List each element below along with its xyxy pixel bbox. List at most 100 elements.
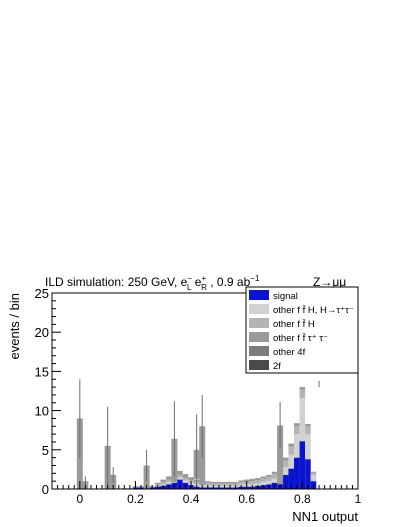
bar-signal-37 bbox=[282, 474, 289, 489]
y-tick-label-4: 20 bbox=[35, 325, 49, 340]
bar-fH-41 bbox=[305, 426, 311, 435]
bar-fH_tautau-19 bbox=[182, 480, 189, 483]
x-tick-label-0: 0 bbox=[76, 492, 83, 506]
legend-swatch-other4f bbox=[249, 346, 269, 356]
y-axis-label: events / bin bbox=[7, 293, 22, 360]
chart-title: ILD simulation: 250 GeV, e− L e+ R , 0.9 a… bbox=[45, 274, 260, 292]
bar-ff_tautau-15 bbox=[160, 479, 167, 482]
bar-ff_tautau-41 bbox=[305, 423, 311, 427]
x-tick-label-4: 0.8 bbox=[294, 492, 311, 506]
legend-swatch-fH bbox=[249, 318, 269, 328]
bar-signal-38 bbox=[288, 468, 295, 489]
bar-fH_tautau-38 bbox=[288, 454, 295, 469]
legend-swatch-twof bbox=[249, 360, 269, 370]
bar-fH-25 bbox=[216, 483, 222, 486]
bar-fH-19 bbox=[182, 478, 189, 481]
bar-fH_tautau-39 bbox=[294, 434, 300, 458]
bar-ff_tautau-23 bbox=[205, 481, 211, 483]
bar-fH-31 bbox=[249, 481, 256, 485]
bar-ff_tautau-35 bbox=[271, 471, 278, 475]
bar-fH_tautau-37 bbox=[282, 467, 289, 475]
bar-fH-28 bbox=[232, 483, 239, 486]
bar-fH_tautau-32 bbox=[255, 483, 261, 486]
legend-label-other4f: other 4f bbox=[273, 347, 306, 358]
x-tick-label-5: 1 bbox=[355, 492, 362, 506]
bar-ff_tautau-38 bbox=[288, 443, 295, 447]
y-tick-label-2: 10 bbox=[35, 404, 49, 419]
spike-bar-8 bbox=[277, 425, 284, 485]
bar-ff_tautau-24 bbox=[210, 481, 217, 484]
bar-fH-37 bbox=[282, 460, 289, 468]
x-tick-label-3: 0.6 bbox=[238, 492, 255, 506]
error-bars bbox=[79, 379, 320, 486]
bar-ff_tautau-32 bbox=[255, 478, 261, 481]
bar-ff_tautau-14 bbox=[154, 482, 161, 485]
bar-signal-41 bbox=[305, 459, 311, 489]
bar-ff_tautau-28 bbox=[232, 481, 239, 484]
bar-ff_tautau-25 bbox=[216, 481, 222, 484]
legend-label-fH: other f f̄ H bbox=[273, 319, 315, 330]
bar-fH-40 bbox=[299, 389, 306, 399]
bar-ff_tautau-31 bbox=[249, 478, 256, 482]
legend-label-signal: signal bbox=[273, 291, 298, 302]
bar-fH_tautau-40 bbox=[299, 398, 306, 442]
bar-ff_tautau-27 bbox=[227, 481, 233, 484]
bar-ff_tautau-40 bbox=[299, 387, 306, 390]
bar-ff_tautau-37 bbox=[282, 457, 289, 461]
bar-ff_tautau-18 bbox=[177, 470, 183, 475]
x-tick-label-2: 0.4 bbox=[183, 492, 200, 506]
bar-fH_tautau-41 bbox=[305, 434, 311, 460]
bar-ff_tautau-42 bbox=[310, 471, 317, 473]
bar-fH-23 bbox=[205, 482, 211, 486]
bar-signal-18 bbox=[177, 479, 183, 489]
legend-swatch-signal bbox=[249, 290, 269, 300]
legend-label-twof: 2f bbox=[273, 361, 281, 372]
bar-ff_tautau-16 bbox=[166, 476, 172, 480]
bar-ff_tautau-39 bbox=[294, 423, 300, 427]
bar-ff_tautau-34 bbox=[266, 474, 272, 478]
bar-fH-35 bbox=[271, 474, 278, 479]
x-axis-label: NN1 output bbox=[292, 509, 358, 524]
bar-fH-24 bbox=[210, 483, 217, 486]
y-tick-label-5: 25 bbox=[35, 286, 49, 301]
legend-swatch-ff_tautau bbox=[249, 332, 269, 342]
x-tick-label-1: 0.2 bbox=[127, 492, 144, 506]
bar-fH_tautau-35 bbox=[271, 478, 278, 483]
legend: signal other f f̄ H, H→τ⁺τ⁻ other f f̄ H ot… bbox=[245, 286, 359, 374]
bar-fH-27 bbox=[227, 483, 233, 486]
bar-fH_tautau-42 bbox=[310, 474, 317, 482]
legend-swatch-fH_tautau bbox=[249, 304, 269, 314]
bar-fH-42 bbox=[310, 472, 317, 475]
channel-label: Z→μμ bbox=[313, 275, 346, 289]
bar-fH_tautau-16 bbox=[166, 481, 172, 485]
bar-ff_tautau-20 bbox=[188, 477, 194, 481]
bar-fH_tautau-34 bbox=[266, 481, 272, 485]
bar-ff_tautau-19 bbox=[182, 474, 189, 479]
legend-label-ff_tautau: other f f̄ τ⁺ τ⁻ bbox=[273, 333, 328, 344]
y-tick-label-1: 5 bbox=[42, 443, 49, 458]
bar-fH-38 bbox=[288, 446, 295, 455]
bar-fH-32 bbox=[255, 480, 261, 484]
bar-signal-39 bbox=[294, 457, 300, 489]
bar-fH-29 bbox=[238, 481, 244, 485]
bar-ff_tautau-26 bbox=[221, 481, 228, 484]
stacked-bars bbox=[121, 387, 317, 489]
bar-fH-39 bbox=[294, 426, 300, 435]
bar-fH-34 bbox=[266, 477, 272, 482]
bar-fH_tautau-18 bbox=[177, 477, 183, 480]
bar-fH_tautau-33 bbox=[260, 481, 267, 486]
bar-signal-40 bbox=[299, 441, 306, 489]
bar-ff_tautau-29 bbox=[238, 480, 244, 482]
bar-fH-15 bbox=[160, 481, 167, 485]
bar-ff_tautau-30 bbox=[243, 479, 250, 482]
bar-ff_tautau-33 bbox=[260, 476, 267, 479]
legend-box bbox=[245, 286, 359, 374]
y-tick-label-3: 15 bbox=[35, 364, 49, 379]
bar-fH-18 bbox=[177, 474, 183, 478]
bar-fH-16 bbox=[166, 479, 172, 482]
bar-fH-26 bbox=[221, 483, 228, 486]
legend-label-fH_tautau: other f f̄ H, H→τ⁺τ⁻ bbox=[273, 305, 354, 316]
y-tick-label-0: 0 bbox=[42, 482, 49, 497]
